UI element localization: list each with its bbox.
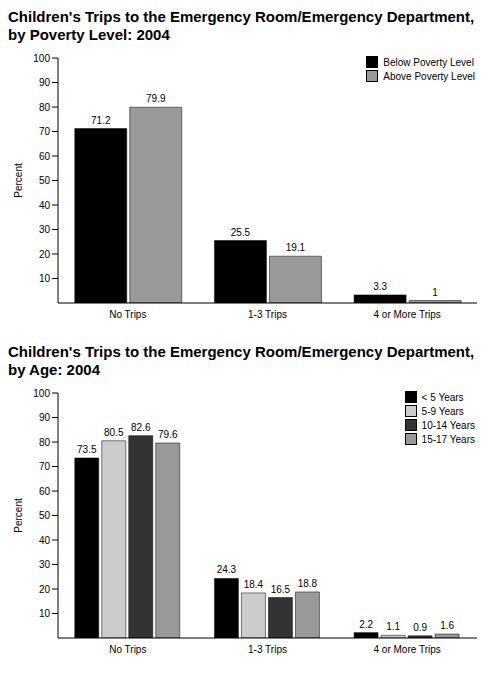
svg-text:No Trips: No Trips xyxy=(109,309,146,320)
svg-text:No Trips: No Trips xyxy=(109,644,146,655)
svg-text:20: 20 xyxy=(39,249,51,260)
svg-text:30: 30 xyxy=(39,224,51,235)
svg-text:79.9: 79.9 xyxy=(146,93,166,104)
svg-text:71.2: 71.2 xyxy=(91,115,111,126)
svg-text:70: 70 xyxy=(39,126,51,137)
svg-text:50: 50 xyxy=(39,510,51,521)
svg-text:10: 10 xyxy=(39,273,51,284)
svg-text:80: 80 xyxy=(39,102,51,113)
svg-text:73.5: 73.5 xyxy=(77,444,97,455)
svg-text:Percent: Percent xyxy=(13,163,24,198)
svg-text:0.9: 0.9 xyxy=(413,622,427,633)
html-text:5-9 Years: 5-9 Years xyxy=(421,405,464,417)
svg-text:50: 50 xyxy=(39,175,51,186)
svg-text:1-3 Trips: 1-3 Trips xyxy=(248,309,287,320)
svg-text:4 or More Trips: 4 or More Trips xyxy=(374,644,441,655)
svg-text:82.6: 82.6 xyxy=(131,422,151,433)
svg-text:30: 30 xyxy=(39,559,51,570)
svg-text:100: 100 xyxy=(33,53,50,64)
svg-text:80: 80 xyxy=(39,437,51,448)
svg-text:79.6: 79.6 xyxy=(158,429,178,440)
svg-text:100: 100 xyxy=(33,388,50,399)
svg-text:60: 60 xyxy=(39,486,51,497)
svg-text:18.4: 18.4 xyxy=(244,579,264,590)
svg-text:16.5: 16.5 xyxy=(271,584,291,595)
html-text:Above Poverty Level: Above Poverty Level xyxy=(383,70,475,82)
svg-text:1.1: 1.1 xyxy=(386,621,400,632)
svg-text:60: 60 xyxy=(39,151,51,162)
html-text:Below Poverty Level: Below Poverty Level xyxy=(383,56,474,68)
html-text:Children's Trips to the Emerge: Children's Trips to the Emergency Room/E… xyxy=(8,343,475,378)
svg-text:2.2: 2.2 xyxy=(359,619,373,630)
svg-text:90: 90 xyxy=(39,412,51,423)
svg-text:1: 1 xyxy=(432,287,438,298)
svg-text:80.5: 80.5 xyxy=(104,427,124,438)
svg-text:90: 90 xyxy=(39,77,51,88)
html-text:10-14 Years: 10-14 Years xyxy=(421,419,475,431)
svg-text:70: 70 xyxy=(39,461,51,472)
svg-text:40: 40 xyxy=(39,535,51,546)
svg-text:3.3: 3.3 xyxy=(373,281,387,292)
svg-text:18.8: 18.8 xyxy=(298,578,318,589)
html-text:< 5 Years: < 5 Years xyxy=(421,391,464,403)
svg-text:4 or More Trips: 4 or More Trips xyxy=(374,309,441,320)
svg-text:Percent: Percent xyxy=(13,498,24,533)
svg-text:20: 20 xyxy=(39,584,51,595)
svg-text:1.6: 1.6 xyxy=(440,620,454,631)
svg-text:40: 40 xyxy=(39,200,51,211)
svg-text:25.5: 25.5 xyxy=(231,227,251,238)
svg-text:1-3 Trips: 1-3 Trips xyxy=(248,644,287,655)
html-text:15-17 Years: 15-17 Years xyxy=(421,433,475,445)
svg-text:10: 10 xyxy=(39,608,51,619)
svg-text:24.3: 24.3 xyxy=(217,564,237,575)
html-text:Children's Trips to the Emerge: Children's Trips to the Emergency Room/E… xyxy=(8,8,475,43)
svg-text:19.1: 19.1 xyxy=(286,242,306,253)
